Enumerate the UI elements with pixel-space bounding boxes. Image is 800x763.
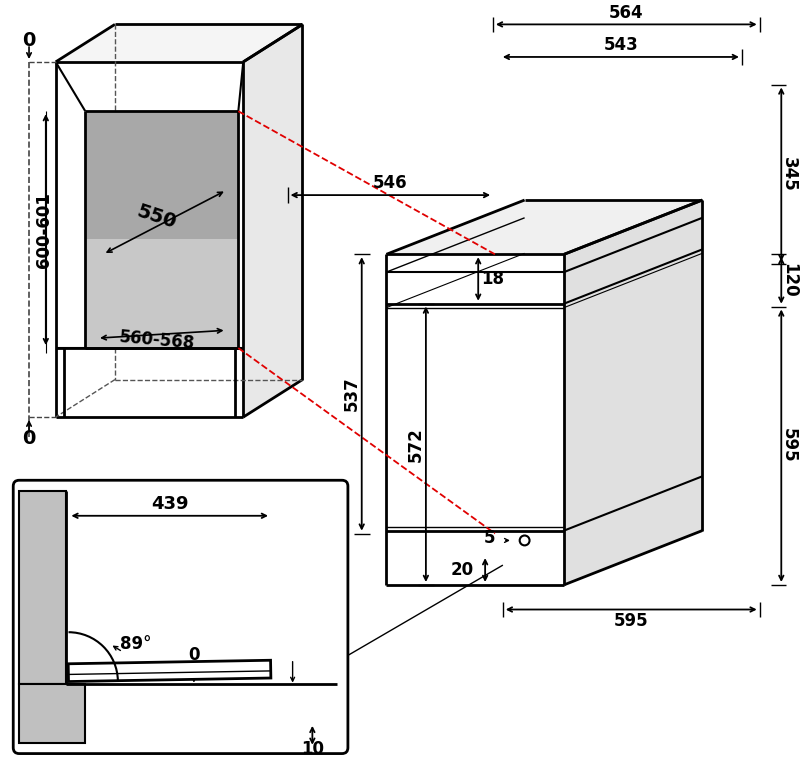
- Text: 572: 572: [407, 427, 425, 462]
- Text: 120: 120: [780, 263, 798, 298]
- Polygon shape: [386, 200, 702, 254]
- Text: 543: 543: [603, 36, 638, 54]
- Text: 0: 0: [22, 31, 36, 50]
- Text: 546: 546: [373, 174, 408, 192]
- Text: 595: 595: [780, 428, 798, 463]
- Text: 600-601: 600-601: [35, 192, 53, 268]
- Text: 20: 20: [450, 561, 474, 579]
- Text: 595: 595: [614, 613, 649, 630]
- Polygon shape: [19, 684, 86, 742]
- Text: 560-568: 560-568: [118, 328, 195, 353]
- Text: 5: 5: [483, 530, 495, 548]
- Polygon shape: [68, 660, 271, 681]
- Polygon shape: [86, 111, 238, 240]
- Polygon shape: [86, 240, 238, 348]
- Text: 439: 439: [151, 495, 189, 513]
- Polygon shape: [86, 111, 238, 348]
- FancyBboxPatch shape: [14, 480, 348, 754]
- Polygon shape: [19, 491, 66, 684]
- Polygon shape: [243, 24, 302, 417]
- Polygon shape: [56, 62, 243, 417]
- Text: 10: 10: [301, 740, 324, 758]
- Text: 18: 18: [482, 270, 505, 288]
- Text: 89°: 89°: [120, 635, 151, 653]
- Text: 537: 537: [343, 377, 361, 411]
- Text: 345: 345: [780, 157, 798, 192]
- Polygon shape: [564, 200, 702, 585]
- Text: 0: 0: [188, 645, 200, 664]
- Text: 564: 564: [609, 4, 644, 21]
- Polygon shape: [56, 24, 302, 62]
- Polygon shape: [386, 254, 564, 585]
- Text: 0: 0: [22, 430, 36, 449]
- Text: 550: 550: [134, 202, 179, 233]
